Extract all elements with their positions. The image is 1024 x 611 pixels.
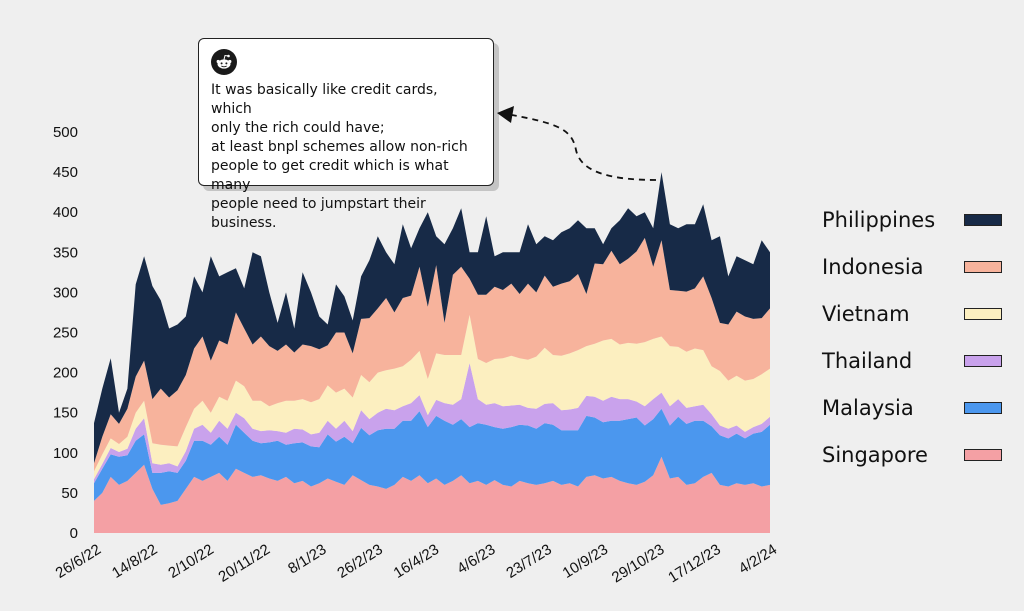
area-philippines: [94, 172, 770, 464]
x-tick-label: 8/1/23: [285, 541, 329, 578]
callout-quote-text: It was basically like credit cards, whic…: [211, 82, 468, 231]
legend-swatch: [964, 213, 1002, 226]
y-tick-label: 450: [53, 164, 78, 181]
legend-swatch: [964, 260, 1002, 273]
legend-label: Thailand: [822, 348, 913, 373]
x-tick-label: 14/8/22: [109, 541, 160, 582]
legend-item-vietnam: Vietnam: [822, 290, 1002, 337]
legend-item-indonesia: Indonesia: [822, 243, 1002, 290]
x-tick-label: 4/6/23: [454, 541, 498, 578]
x-tick-label: 2/10/22: [165, 541, 216, 582]
legend-item-thailand: Thailand: [822, 337, 1002, 384]
x-tick-label: 10/9/23: [560, 541, 611, 582]
callout-arrow: [497, 106, 657, 181]
y-tick-label: 500: [53, 124, 78, 141]
x-tick-label: 4/2/24: [736, 541, 780, 578]
x-tick-label: 20/11/22: [216, 541, 274, 586]
area-series-group: [94, 172, 770, 533]
legend-swatch: [964, 307, 1002, 320]
legend-swatch: [964, 448, 1002, 461]
y-tick-label: 250: [53, 325, 78, 342]
legend-item-singapore: Singapore: [822, 431, 1002, 478]
area-vietnam: [94, 314, 770, 480]
x-tick-label: 23/7/23: [503, 541, 554, 582]
area-malaysia: [94, 408, 770, 505]
legend-item-malaysia: Malaysia: [822, 384, 1002, 431]
x-tick-label: 17/12/23: [665, 541, 724, 586]
y-tick-label: 200: [53, 365, 78, 382]
area-thailand: [94, 363, 770, 484]
legend-swatch: [964, 354, 1002, 367]
area-indonesia: [94, 237, 770, 472]
legend-label: Philippines: [822, 207, 936, 232]
legend-label: Malaysia: [822, 395, 914, 420]
legend-label: Singapore: [822, 442, 928, 467]
y-tick-label: 300: [53, 284, 78, 301]
y-tick-label: 150: [53, 405, 78, 422]
y-tick-label: 400: [53, 204, 78, 221]
reddit-icon: [211, 49, 237, 75]
y-axis-ticks: 0 50 100 150 200 250 300 350 400 450 500: [53, 124, 78, 542]
area-singapore: [94, 456, 770, 533]
y-tick-label: 350: [53, 244, 78, 261]
y-tick-label: 0: [70, 525, 78, 542]
legend-label: Indonesia: [822, 254, 924, 279]
x-tick-label: 29/10/23: [609, 541, 668, 586]
y-tick-label: 100: [53, 445, 78, 462]
x-tick-label: 26/6/22: [53, 541, 104, 582]
x-tick-label: 16/4/23: [391, 541, 442, 582]
legend-swatch: [964, 401, 1002, 414]
quote-callout: It was basically like credit cards, whic…: [198, 38, 494, 231]
x-tick-label: 26/2/23: [334, 541, 385, 582]
y-tick-label: 50: [61, 485, 78, 502]
legend-label: Vietnam: [822, 301, 910, 326]
chart-legend: Philippines Indonesia Vietnam Thailand Malay…: [822, 196, 1002, 478]
legend-item-philippines: Philippines: [822, 196, 1002, 243]
